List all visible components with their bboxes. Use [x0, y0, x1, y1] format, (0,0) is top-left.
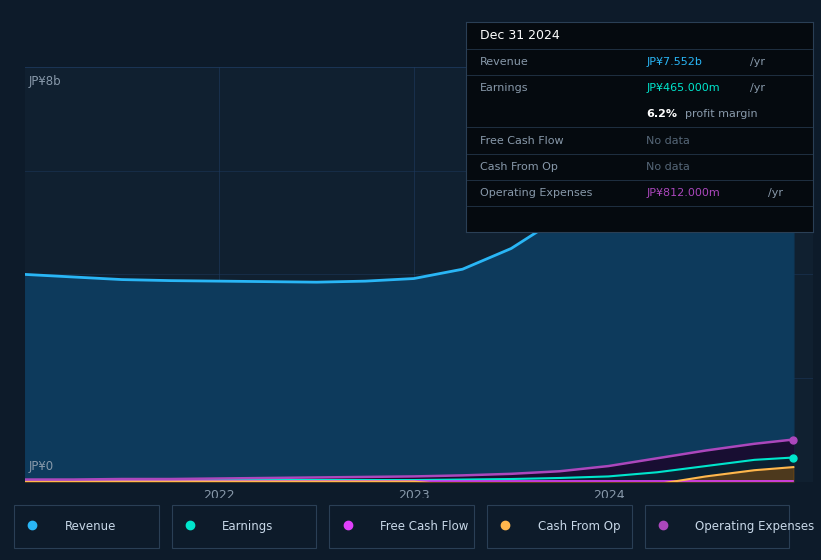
Text: Free Cash Flow: Free Cash Flow — [480, 136, 564, 146]
Text: No data: No data — [646, 162, 690, 172]
Text: Operating Expenses: Operating Expenses — [480, 188, 593, 198]
Text: Earnings: Earnings — [480, 83, 529, 93]
Text: Cash From Op: Cash From Op — [538, 520, 620, 533]
Text: JP¥812.000m: JP¥812.000m — [646, 188, 720, 198]
Text: Earnings: Earnings — [222, 520, 273, 533]
Text: /yr: /yr — [768, 188, 782, 198]
Text: JP¥0: JP¥0 — [29, 460, 53, 473]
Text: Revenue: Revenue — [65, 520, 116, 533]
Text: No data: No data — [646, 136, 690, 146]
Text: profit margin: profit margin — [685, 109, 757, 119]
Text: Free Cash Flow: Free Cash Flow — [380, 520, 468, 533]
Text: Cash From Op: Cash From Op — [480, 162, 558, 172]
Text: Dec 31 2024: Dec 31 2024 — [480, 29, 560, 42]
Text: /yr: /yr — [750, 57, 765, 67]
Text: JP¥465.000m: JP¥465.000m — [646, 83, 720, 93]
Text: JP¥7.552b: JP¥7.552b — [646, 57, 702, 67]
Text: /yr: /yr — [750, 83, 765, 93]
Text: Operating Expenses: Operating Expenses — [695, 520, 814, 533]
Text: 6.2%: 6.2% — [646, 109, 677, 119]
Text: JP¥8b: JP¥8b — [29, 76, 62, 88]
Text: Revenue: Revenue — [480, 57, 529, 67]
